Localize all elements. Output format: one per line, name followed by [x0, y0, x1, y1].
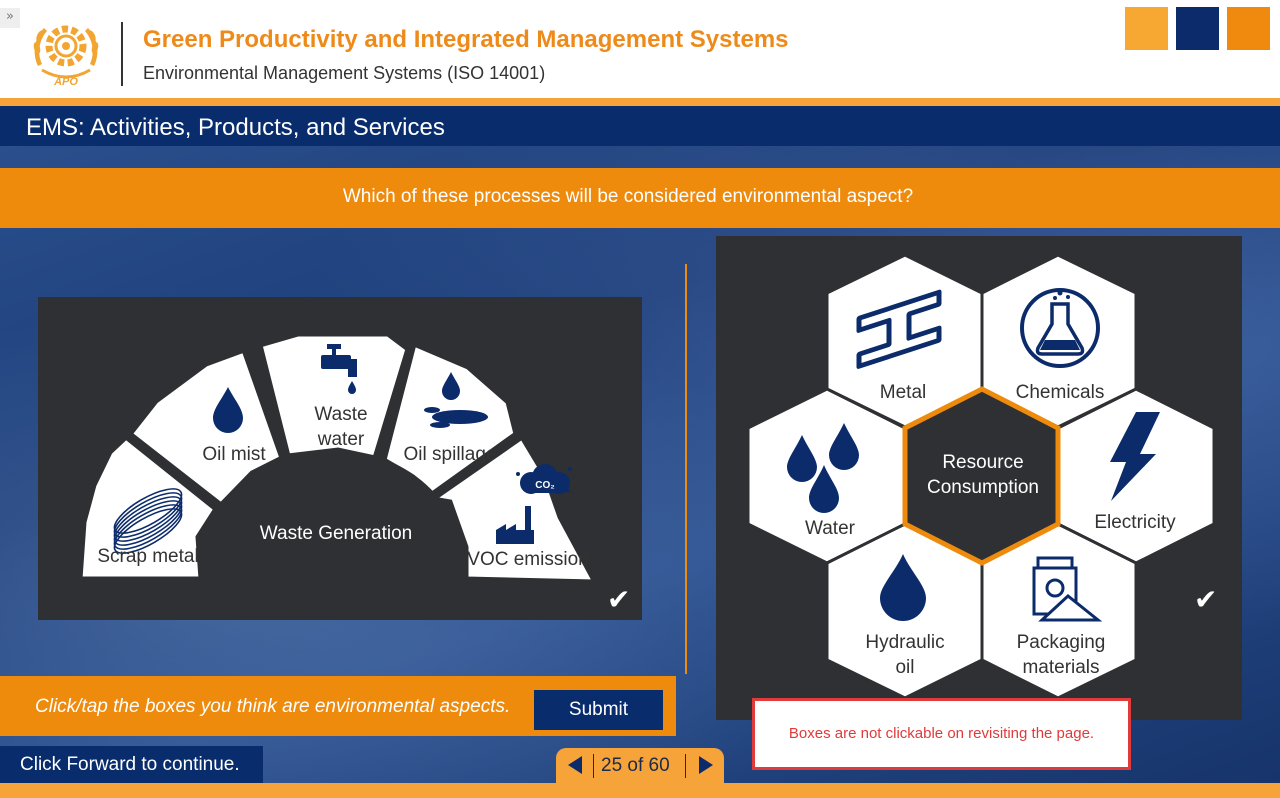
oil-drop-icon — [880, 554, 926, 621]
oil-spillage-label: Oil spillage — [404, 444, 497, 465]
lightning-icon — [1110, 412, 1160, 501]
resource-center-label-line2: Consumption — [927, 477, 1039, 498]
logo-text: APO — [53, 76, 78, 88]
factory-co2-icon — [496, 464, 572, 544]
resource-center-label-line1: Resource — [942, 452, 1023, 473]
pager: 25 of 60 — [556, 748, 724, 784]
page-indicator: 25 of 60 — [601, 755, 670, 776]
prev-page-icon[interactable] — [568, 756, 582, 774]
oil-spill-icon — [424, 372, 488, 428]
steel-beam-icon — [856, 289, 942, 369]
continue-bar: Click Forward to continue. — [0, 746, 263, 783]
waste-generation-center — [213, 451, 468, 579]
check-icon: ✔ — [607, 583, 631, 616]
submit-button[interactable]: Submit — [534, 690, 663, 730]
apo-logo: APO — [33, 25, 99, 88]
oil-drop-icon — [213, 387, 243, 433]
water-label: Water — [805, 518, 856, 539]
resource-consumption-diagram: Resource Consumption Metal Chemicals Wat… — [746, 253, 1216, 700]
segment-oil-mist[interactable] — [126, 346, 286, 509]
package-icon — [1032, 556, 1103, 622]
question-text: Which of these processes will be conside… — [342, 186, 914, 207]
packaging-label-line2: materials — [1022, 657, 1099, 678]
header-decor-square — [1227, 7, 1270, 50]
header-decor-square — [1176, 7, 1219, 50]
waste-generation-panel: Waste Generation Scrap metal Oil mist Wa… — [38, 297, 642, 620]
pager-divider — [593, 754, 594, 778]
hydraulic-oil-label-line2: oil — [895, 657, 914, 678]
waste-generation-diagram: Waste Generation Scrap metal Oil mist Wa… — [77, 331, 600, 585]
hex-resource-center — [902, 386, 1061, 566]
notice-box: Boxes are not clickable on revisiting th… — [752, 698, 1131, 770]
collapse-menu-icon[interactable]: » — [0, 8, 20, 28]
co2-label: CO₂ — [535, 480, 554, 491]
next-page-icon[interactable] — [699, 756, 713, 774]
segment-waste-water[interactable] — [256, 331, 411, 461]
packaging-label-line1: Packaging — [1017, 632, 1106, 653]
hydraulic-oil-label-line1: Hydraulic — [865, 632, 944, 653]
instruction-text: Click/tap the boxes you think are enviro… — [35, 696, 511, 717]
waste-water-label-line2: water — [317, 429, 365, 450]
metal-label: Metal — [880, 382, 926, 403]
question-bar: Which of these processes will be conside… — [0, 168, 1280, 228]
scrap-metal-label: Scrap metal — [97, 546, 198, 567]
waste-center-label: Waste Generation — [260, 523, 412, 544]
electricity-label: Electricity — [1094, 512, 1176, 533]
course-subtitle: Environmental Management Systems (ISO 14… — [143, 63, 546, 83]
logo-divider — [121, 22, 123, 86]
notice-text: Boxes are not clickable on revisiting th… — [788, 725, 1095, 742]
header: » APO Green Productivity and Integrated … — [0, 0, 1280, 98]
water-drops-icon — [787, 423, 859, 513]
waste-water-label-line1: Waste — [314, 404, 367, 425]
flask-icon — [1020, 288, 1100, 368]
header-rule — [0, 98, 1280, 106]
footer-rule — [0, 783, 1280, 798]
section-title: EMS: Activities, Products, and Services — [26, 114, 445, 141]
instruction-bar: Click/tap the boxes you think are enviro… — [0, 676, 676, 736]
course-title: Green Productivity and Integrated Manage… — [143, 26, 789, 53]
check-icon: ✔ — [1194, 583, 1218, 616]
wire-coil-icon — [113, 488, 183, 554]
oil-mist-label: Oil mist — [202, 444, 266, 465]
panel-divider — [685, 264, 687, 674]
header-decor-square — [1125, 7, 1168, 50]
continue-text: Click Forward to continue. — [20, 754, 240, 775]
section-title-bar: EMS: Activities, Products, and Services — [0, 106, 1280, 146]
resource-consumption-panel: Resource Consumption Metal Chemicals Wat… — [716, 236, 1242, 720]
voc-emission-label: VOC emission — [467, 549, 588, 570]
pager-divider — [685, 754, 686, 778]
faucet-icon — [321, 344, 357, 394]
chemicals-label: Chemicals — [1016, 382, 1105, 403]
